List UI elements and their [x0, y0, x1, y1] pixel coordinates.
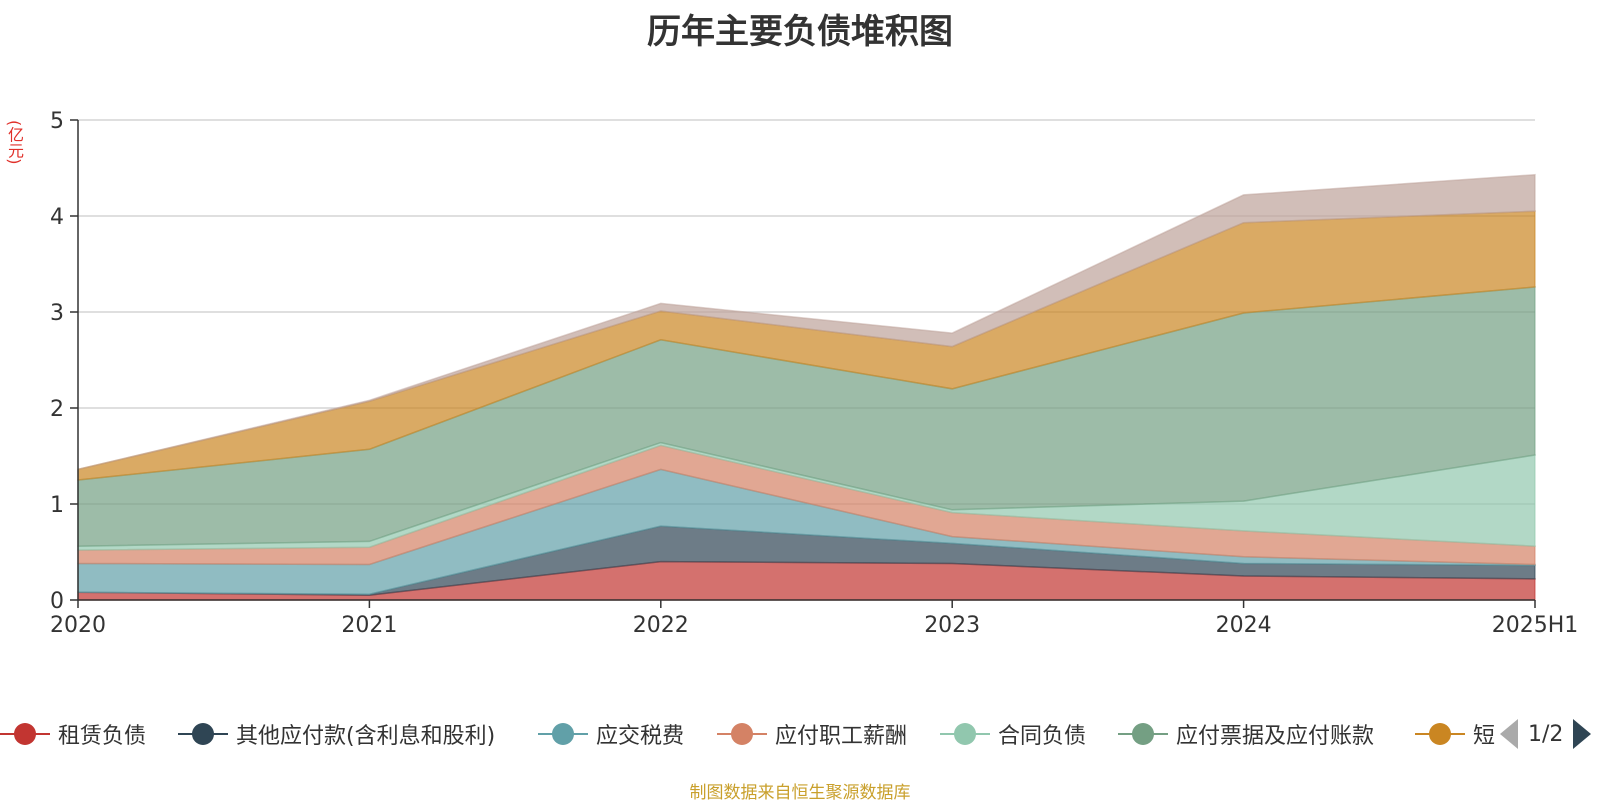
y-tick-label: 2 — [50, 397, 64, 422]
legend-label: 应付职工薪酬 — [775, 724, 908, 749]
legend-marker-icon — [0, 719, 50, 749]
legend-marker-icon — [717, 719, 767, 749]
x-tick-label: 2023 — [924, 613, 980, 638]
legend-label: 短 — [1473, 724, 1495, 749]
y-tick-label: 1 — [50, 493, 64, 518]
y-tick-label: 0 — [50, 589, 64, 614]
legend-pager: 1/2 — [1500, 716, 1592, 752]
x-tick-label: 2025H1 — [1492, 613, 1579, 638]
legend-label: 应交税费 — [596, 724, 685, 749]
area-series-group — [77, 173, 1536, 601]
x-tick-label: 2020 — [50, 613, 106, 638]
legend-marker-icon — [538, 719, 588, 749]
legend-item[interactable]: 应付职工薪酬 — [717, 712, 907, 756]
legend-item[interactable]: 租赁负债 — [0, 712, 146, 756]
legend-item[interactable]: 应交税费 — [538, 712, 684, 756]
area-series-8 — [77, 173, 1536, 471]
legend-marker-icon — [940, 719, 990, 749]
axes: 0 1 2 3 4 5 2020 2021 2022 2023 2024 2025H1 — [50, 109, 1578, 638]
legend-item[interactable]: 其他应付款(含利息和股利) — [178, 712, 495, 756]
data-source-note: 制图数据来自恒生聚源数据库 — [689, 783, 911, 803]
legend-item[interactable]: 短 — [1415, 712, 1495, 756]
legend-marker-icon — [178, 719, 228, 749]
y-tick-label: 5 — [50, 109, 64, 134]
legend-item[interactable]: 合同负债 — [940, 712, 1086, 756]
y-axis-unit-label: (亿元) — [5, 120, 24, 165]
y-tick-label: 4 — [50, 205, 64, 230]
legend-item[interactable]: 应付票据及应付账款 — [1118, 712, 1374, 756]
legend: 租赁负债 其他应付款(含利息和股利) 应交税费 应付职工薪酬 合同负债 应付票据及应付账款… — [0, 712, 1495, 756]
y-tick-label: 3 — [50, 301, 64, 326]
legend-prev-page-icon[interactable] — [1500, 719, 1518, 749]
legend-label: 其他应付款(含利息和股利) — [236, 724, 496, 749]
legend-marker-icon — [1415, 719, 1465, 749]
x-tick-label: 2024 — [1216, 613, 1272, 638]
legend-next-page-icon[interactable] — [1573, 719, 1592, 749]
legend-label: 合同负债 — [998, 724, 1087, 749]
legend-page-indicator: 1/2 — [1528, 721, 1564, 747]
legend-label: 应付票据及应付账款 — [1176, 724, 1375, 749]
x-tick-label: 2021 — [341, 613, 397, 638]
x-tick-label: 2022 — [633, 613, 689, 638]
chart-title: 历年主要负债堆积图 — [647, 12, 953, 52]
legend-marker-icon — [1118, 719, 1168, 749]
legend-label: 租赁负债 — [58, 724, 147, 749]
